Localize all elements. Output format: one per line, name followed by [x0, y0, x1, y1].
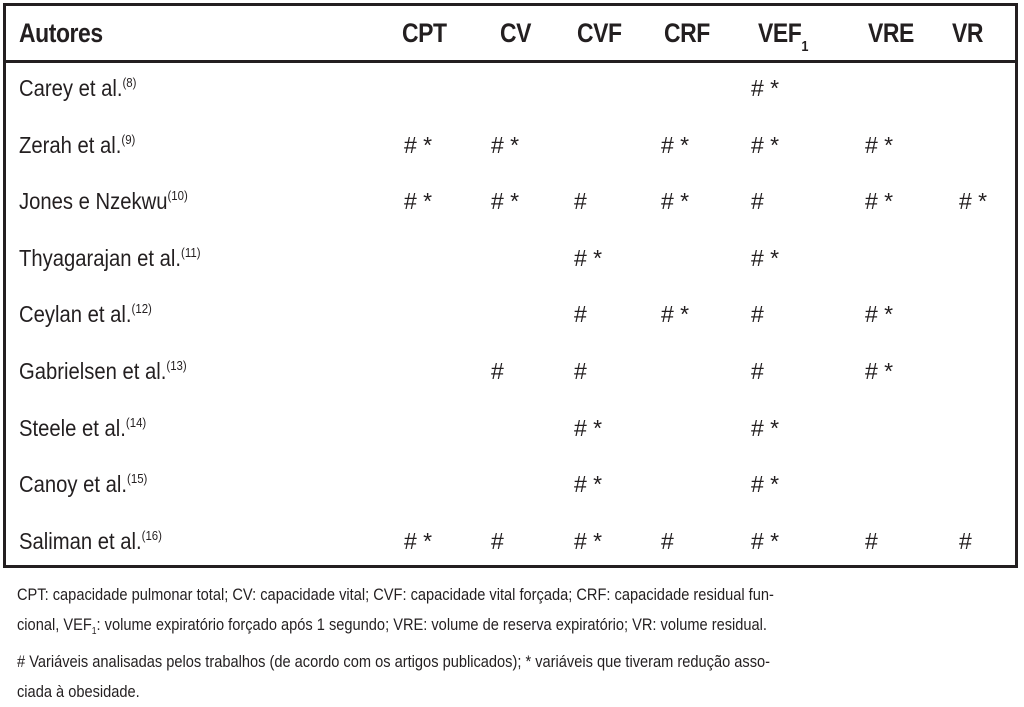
table-cell-cv: # * — [491, 131, 520, 158]
author-text: Jones e Nzekwu — [19, 188, 168, 215]
table-cell-cv: # * — [491, 188, 520, 215]
table-cell-vef: # — [751, 188, 764, 215]
header-cpt: CPT — [402, 18, 447, 48]
table-header: Autores CPT CV CVF CRF VEF1 VRE VR — [6, 6, 1015, 63]
table-cell-vef: # — [751, 301, 764, 328]
footnote-line: # Variáveis analisadas pelos trabalhos (… — [17, 652, 771, 671]
author-text: Canoy et al. — [19, 471, 128, 498]
footnote-text: : volume expiratório forçado após 1 segu… — [96, 615, 767, 634]
table-cell-vef: # * — [751, 131, 780, 158]
lung-function-table: Autores CPT CV CVF CRF VEF1 VRE VR Carey… — [3, 3, 1018, 568]
table-cell-vef: # * — [751, 244, 780, 271]
table-footnote: CPT: capacidade pulmonar total; CV: capa… — [17, 580, 1007, 707]
header-cv: CV — [500, 18, 532, 48]
author-text: Thyagarajan et al. — [19, 244, 182, 271]
table-cell-vef: # * — [751, 471, 780, 498]
table-cell-cpt: # * — [404, 527, 433, 554]
reference-number: (9) — [121, 131, 136, 147]
table-cell-cpt: # * — [404, 188, 433, 215]
table-cell-vre: # * — [865, 188, 894, 215]
reference-number: (12) — [131, 301, 152, 317]
reference-number: (11) — [181, 244, 201, 260]
footnote-line: cional, VEF1: volume expiratório forçado… — [17, 610, 868, 647]
author-name: Carey et al.(8) — [19, 75, 136, 102]
table-row: Gabrielsen et al.(13) # # # # * — [6, 343, 1015, 400]
reference-number: (8) — [122, 75, 137, 90]
author-name: Canoy et al.(15) — [19, 471, 147, 498]
table-row: Thyagarajan et al.(11) # * # * — [6, 230, 1015, 287]
table-cell-cv: # — [491, 527, 504, 554]
table-cell-vef: # * — [751, 527, 780, 554]
table-cell-cvf: # * — [574, 527, 603, 554]
table-cell-vre: # * — [865, 358, 894, 384]
table-cell-cvf: # — [574, 358, 587, 384]
reference-number: (13) — [166, 358, 187, 373]
reference-number: (15) — [127, 471, 148, 487]
table-cell-vre: # * — [865, 301, 894, 328]
author-text: Saliman et al. — [19, 527, 142, 554]
reference-number: (16) — [141, 527, 162, 543]
table-cell-vr: # * — [959, 188, 988, 215]
header-vef1: VEF1 — [758, 18, 808, 55]
header-cvf: CVF — [577, 18, 622, 48]
reference-number: (10) — [167, 188, 188, 204]
header-vr: VR — [952, 18, 984, 48]
author-name: Steele et al.(14) — [19, 415, 146, 442]
footnote-subscript: 1 — [91, 626, 97, 637]
table-cell-cvf: # * — [574, 414, 603, 441]
table-cell-cvf: # * — [574, 471, 603, 498]
table-cell-cv: # — [491, 358, 504, 384]
author-text: Zerah et al. — [19, 131, 122, 158]
reference-number: (14) — [125, 414, 147, 430]
author-text: Carey et al. — [19, 75, 123, 101]
table-row: Saliman et al.(16) # * # # * # # * # # — [6, 513, 1015, 570]
author-name: Jones e Nzekwu(10) — [19, 188, 188, 215]
table-row: Steele et al.(14) # * # * — [6, 400, 1015, 457]
header-vef-text: VEF — [758, 18, 802, 48]
table-row: Jones e Nzekwu(10) # * # * # # * # # * # * — [6, 173, 1015, 230]
table-cell-vef: # * — [751, 75, 780, 101]
footnote-text: cional, VEF — [17, 615, 92, 634]
table-row: Zerah et al.(9) # * # * # * # * # * — [6, 117, 1015, 174]
table-cell-vr: # — [959, 527, 972, 554]
table-row: Ceylan et al.(12) # # * # # * — [6, 286, 1015, 343]
footnote-line: ciada à obesidade. — [17, 682, 140, 701]
author-name: Zerah et al.(9) — [19, 132, 135, 159]
author-name: Saliman et al.(16) — [19, 528, 162, 555]
table-cell-crf: # * — [661, 188, 690, 215]
header-vef-subscript: 1 — [801, 38, 809, 55]
table-cell-crf: # * — [661, 301, 690, 328]
header-crf: CRF — [664, 18, 710, 48]
table-cell-vef: # * — [751, 414, 780, 441]
author-name: Ceylan et al.(12) — [19, 301, 152, 328]
table-cell-crf: # * — [661, 131, 690, 158]
author-text: Ceylan et al. — [19, 301, 132, 328]
table-cell-cpt: # * — [404, 131, 433, 158]
table-cell-vre: # * — [865, 131, 894, 158]
table-row: Canoy et al.(15) # * # * — [6, 456, 1015, 513]
table-row: Carey et al.(8) # * — [6, 60, 1015, 117]
footnote-line: CPT: capacidade pulmonar total; CV: capa… — [17, 585, 774, 604]
author-text: Gabrielsen et al. — [19, 358, 167, 384]
table-cell-vre: # — [865, 527, 878, 554]
author-name: Gabrielsen et al.(13) — [19, 358, 187, 385]
table-cell-cvf: # * — [574, 244, 603, 271]
table-cell-crf: # — [661, 527, 674, 554]
header-vre: VRE — [868, 18, 914, 48]
author-text: Steele et al. — [19, 414, 126, 441]
table-cell-vef: # — [751, 358, 764, 384]
author-name: Thyagarajan et al.(11) — [19, 245, 201, 272]
header-authors: Autores — [19, 18, 103, 48]
table-cell-cvf: # — [574, 188, 587, 215]
table-cell-cvf: # — [574, 301, 587, 328]
